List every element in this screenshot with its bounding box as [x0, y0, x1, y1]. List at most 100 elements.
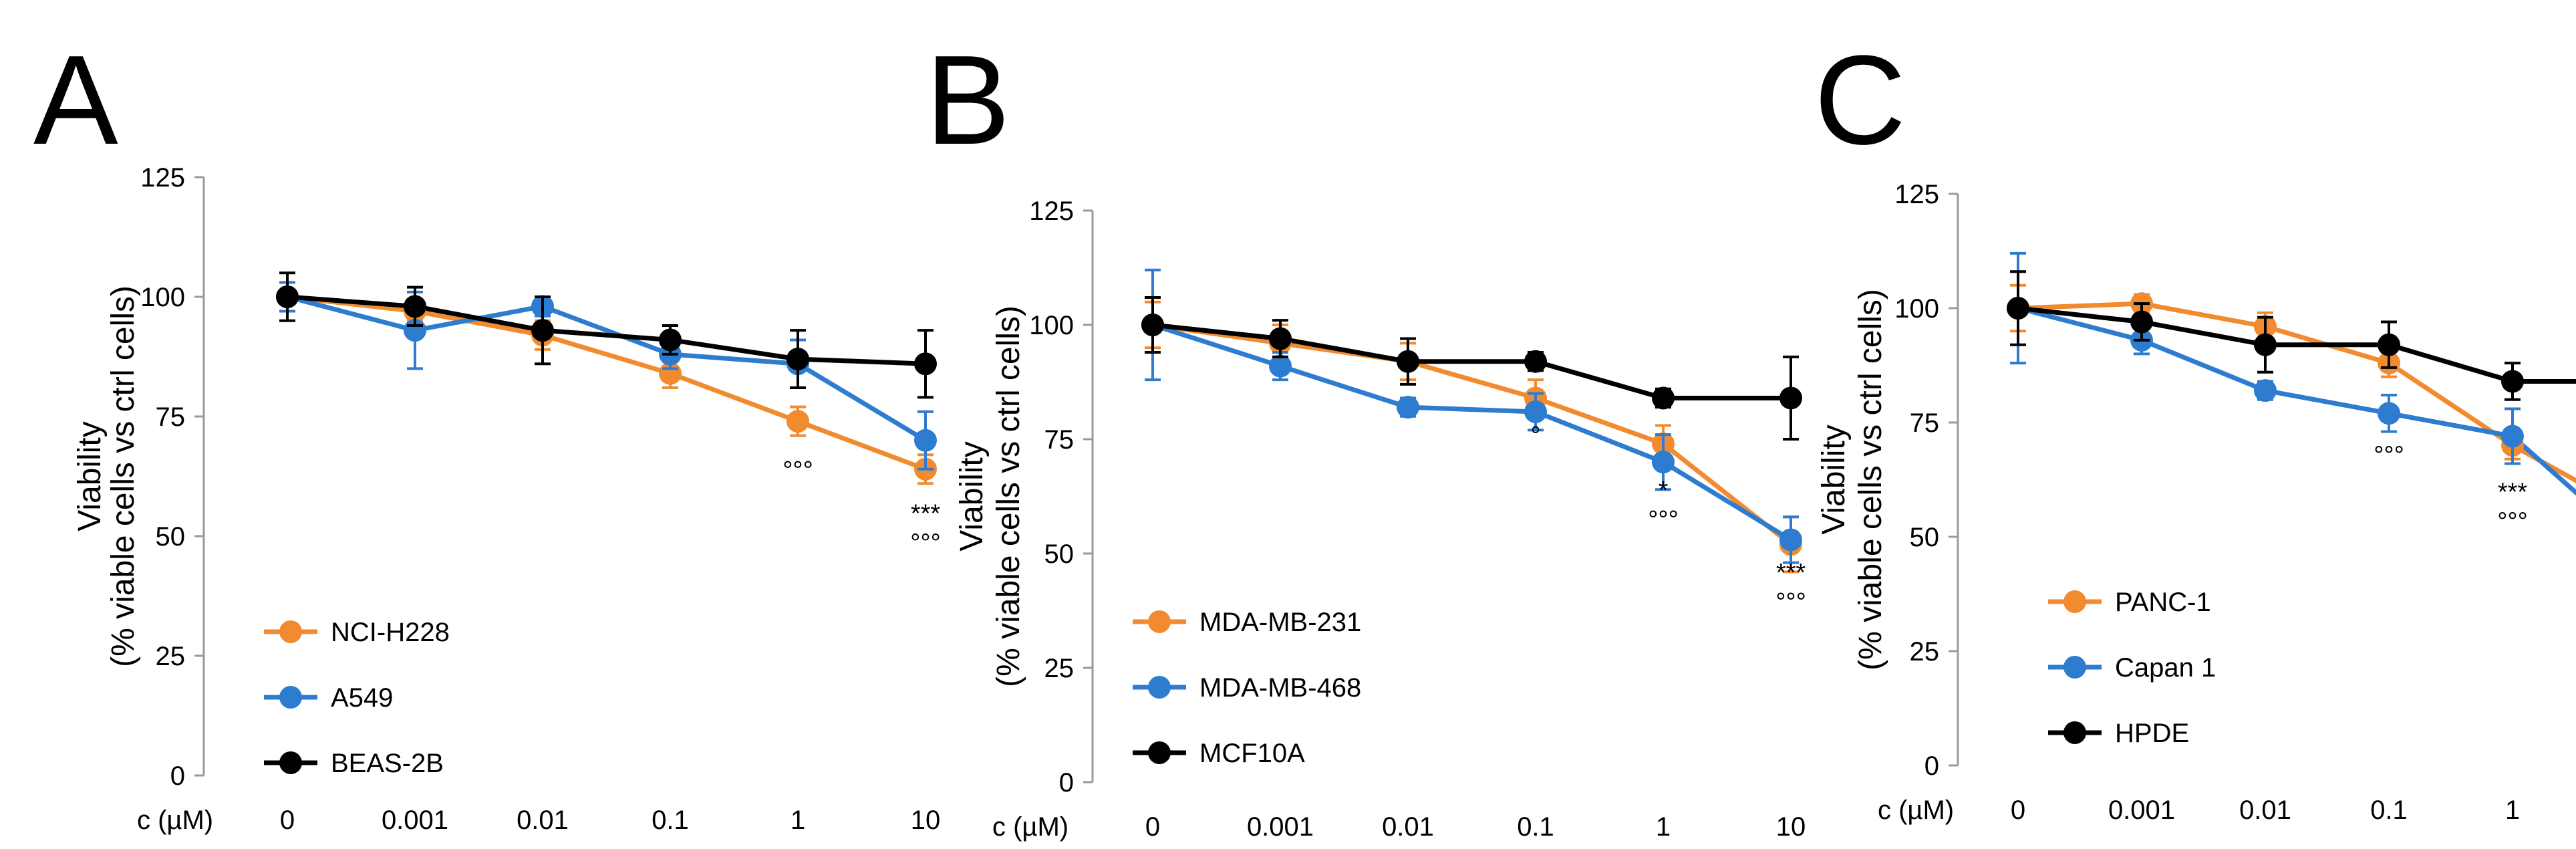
legend-item: MDA-MB-468	[1133, 673, 1361, 703]
series-line	[1151, 322, 1792, 542]
y-tick-label: 50	[156, 522, 186, 552]
data-point	[2254, 379, 2277, 402]
data-point	[2130, 310, 2153, 334]
legend-label: Capan 1	[2115, 653, 2216, 683]
x-tick-label: 0.001	[382, 806, 448, 835]
y-tick-label: 25	[1044, 654, 1075, 683]
legend-swatch-marker	[279, 686, 302, 709]
y-tick-label: 125	[1029, 197, 1074, 226]
data-point	[659, 328, 682, 352]
data-point	[786, 410, 809, 433]
series-line	[2017, 306, 2576, 496]
x-tick-label: 0.01	[1382, 812, 1434, 842]
legend-swatch-marker	[279, 620, 302, 643]
significance-marker: °°°	[782, 457, 813, 485]
data-point	[2501, 424, 2524, 448]
data-point	[2254, 333, 2277, 356]
significance-marker: °	[1530, 422, 1540, 450]
data-point	[914, 352, 937, 376]
legend-item: HPDE	[2048, 719, 2189, 748]
significance-marker: °°°	[2374, 442, 2404, 470]
series-line	[2017, 301, 2576, 483]
data-point	[914, 429, 937, 452]
y-axis-subtitle: (% viable cells vs ctrl cells)	[991, 306, 1026, 687]
y-axis-title: Viability	[954, 441, 990, 552]
legend-swatch-marker	[1148, 610, 1171, 633]
y-tick-label: 25	[156, 642, 186, 671]
y-tick-label: 0	[1059, 768, 1074, 798]
significance-marker: ***	[1776, 559, 1806, 587]
x-axis-label: c (µM)	[1878, 796, 1954, 825]
legend-label: A549	[331, 683, 393, 713]
y-tick-label: 125	[140, 163, 185, 193]
legend-swatch-marker	[1148, 741, 1171, 764]
series-line	[1152, 322, 1791, 400]
x-axis-label: c (µM)	[137, 806, 213, 835]
y-tick-label: 100	[1894, 294, 1939, 324]
legend-swatch-marker	[1148, 676, 1171, 699]
legend-item: NCI-H228	[264, 618, 450, 647]
y-tick-label: 75	[156, 402, 186, 432]
significance-marker: ***	[911, 500, 941, 528]
data-point	[2378, 333, 2400, 356]
data-point	[1397, 396, 1419, 419]
legend-label: PANC-1	[2115, 588, 2211, 617]
legend-item: MCF10A	[1133, 739, 1305, 768]
legend-item: MDA-MB-231	[1133, 608, 1361, 637]
y-tick-label: 50	[1910, 523, 1940, 552]
y-tick-label: 0	[1924, 751, 1939, 781]
legend-swatch-marker	[279, 751, 302, 774]
y-tick-label: 75	[1910, 408, 1940, 438]
legend-label: BEAS-2B	[331, 749, 444, 778]
data-point	[1779, 528, 1802, 552]
legend-item: Capan 1	[2048, 653, 2216, 683]
y-tick-label: 100	[1029, 311, 1074, 340]
significance-marker: *	[1659, 477, 1669, 505]
y-tick-label: 75	[1044, 425, 1075, 455]
data-point	[1269, 327, 1292, 350]
data-point	[404, 295, 426, 318]
series-line	[287, 294, 927, 472]
significance-marker: ***	[2498, 478, 2528, 506]
series-line	[287, 294, 927, 443]
y-axis-subtitle: (% viable cells vs ctrl cells)	[1853, 289, 1888, 671]
x-tick-label: 1	[791, 806, 805, 835]
data-point	[2378, 402, 2400, 425]
series-line	[287, 294, 926, 366]
significance-marker: °°°	[910, 529, 941, 558]
panel-letter: A	[33, 29, 118, 171]
legend-swatch-marker	[2063, 590, 2086, 613]
legend-swatch-marker	[2063, 656, 2086, 679]
x-tick-label: 0.1	[2370, 796, 2408, 825]
data-point	[1141, 314, 1164, 336]
y-axis-subtitle: (% viable cells vs ctrl cells)	[106, 285, 141, 667]
legend-item: A549	[264, 683, 393, 713]
significance-marker: °°°	[1775, 588, 1806, 616]
data-point	[1397, 350, 1419, 373]
significance-marker: °°°	[2497, 507, 2528, 535]
series-line	[2017, 306, 2576, 384]
x-tick-label: 1	[2505, 796, 2520, 825]
y-tick-label: 0	[170, 761, 185, 791]
y-tick-label: 25	[1910, 637, 1940, 666]
y-tick-label: 50	[1044, 539, 1075, 569]
y-tick-label: 100	[140, 283, 185, 312]
data-point	[2007, 297, 2029, 320]
data-point	[1524, 400, 1547, 423]
data-point	[786, 348, 809, 371]
data-point	[1269, 354, 1292, 378]
data-point	[2501, 370, 2524, 393]
y-axis-title: Viability	[1816, 424, 1852, 535]
legend-label: MDA-MB-468	[1199, 673, 1361, 703]
x-tick-label: 0.01	[517, 806, 569, 835]
x-tick-label: 0.001	[2108, 796, 2175, 825]
legend-label: MDA-MB-231	[1199, 608, 1361, 637]
x-tick-label: 0.01	[2239, 796, 2291, 825]
x-tick-label: 0	[2011, 796, 2025, 825]
data-point	[1779, 386, 1802, 410]
legend-item: PANC-1	[2048, 588, 2211, 617]
legend-label: NCI-H228	[331, 618, 450, 647]
legend-item: BEAS-2B	[264, 749, 444, 778]
